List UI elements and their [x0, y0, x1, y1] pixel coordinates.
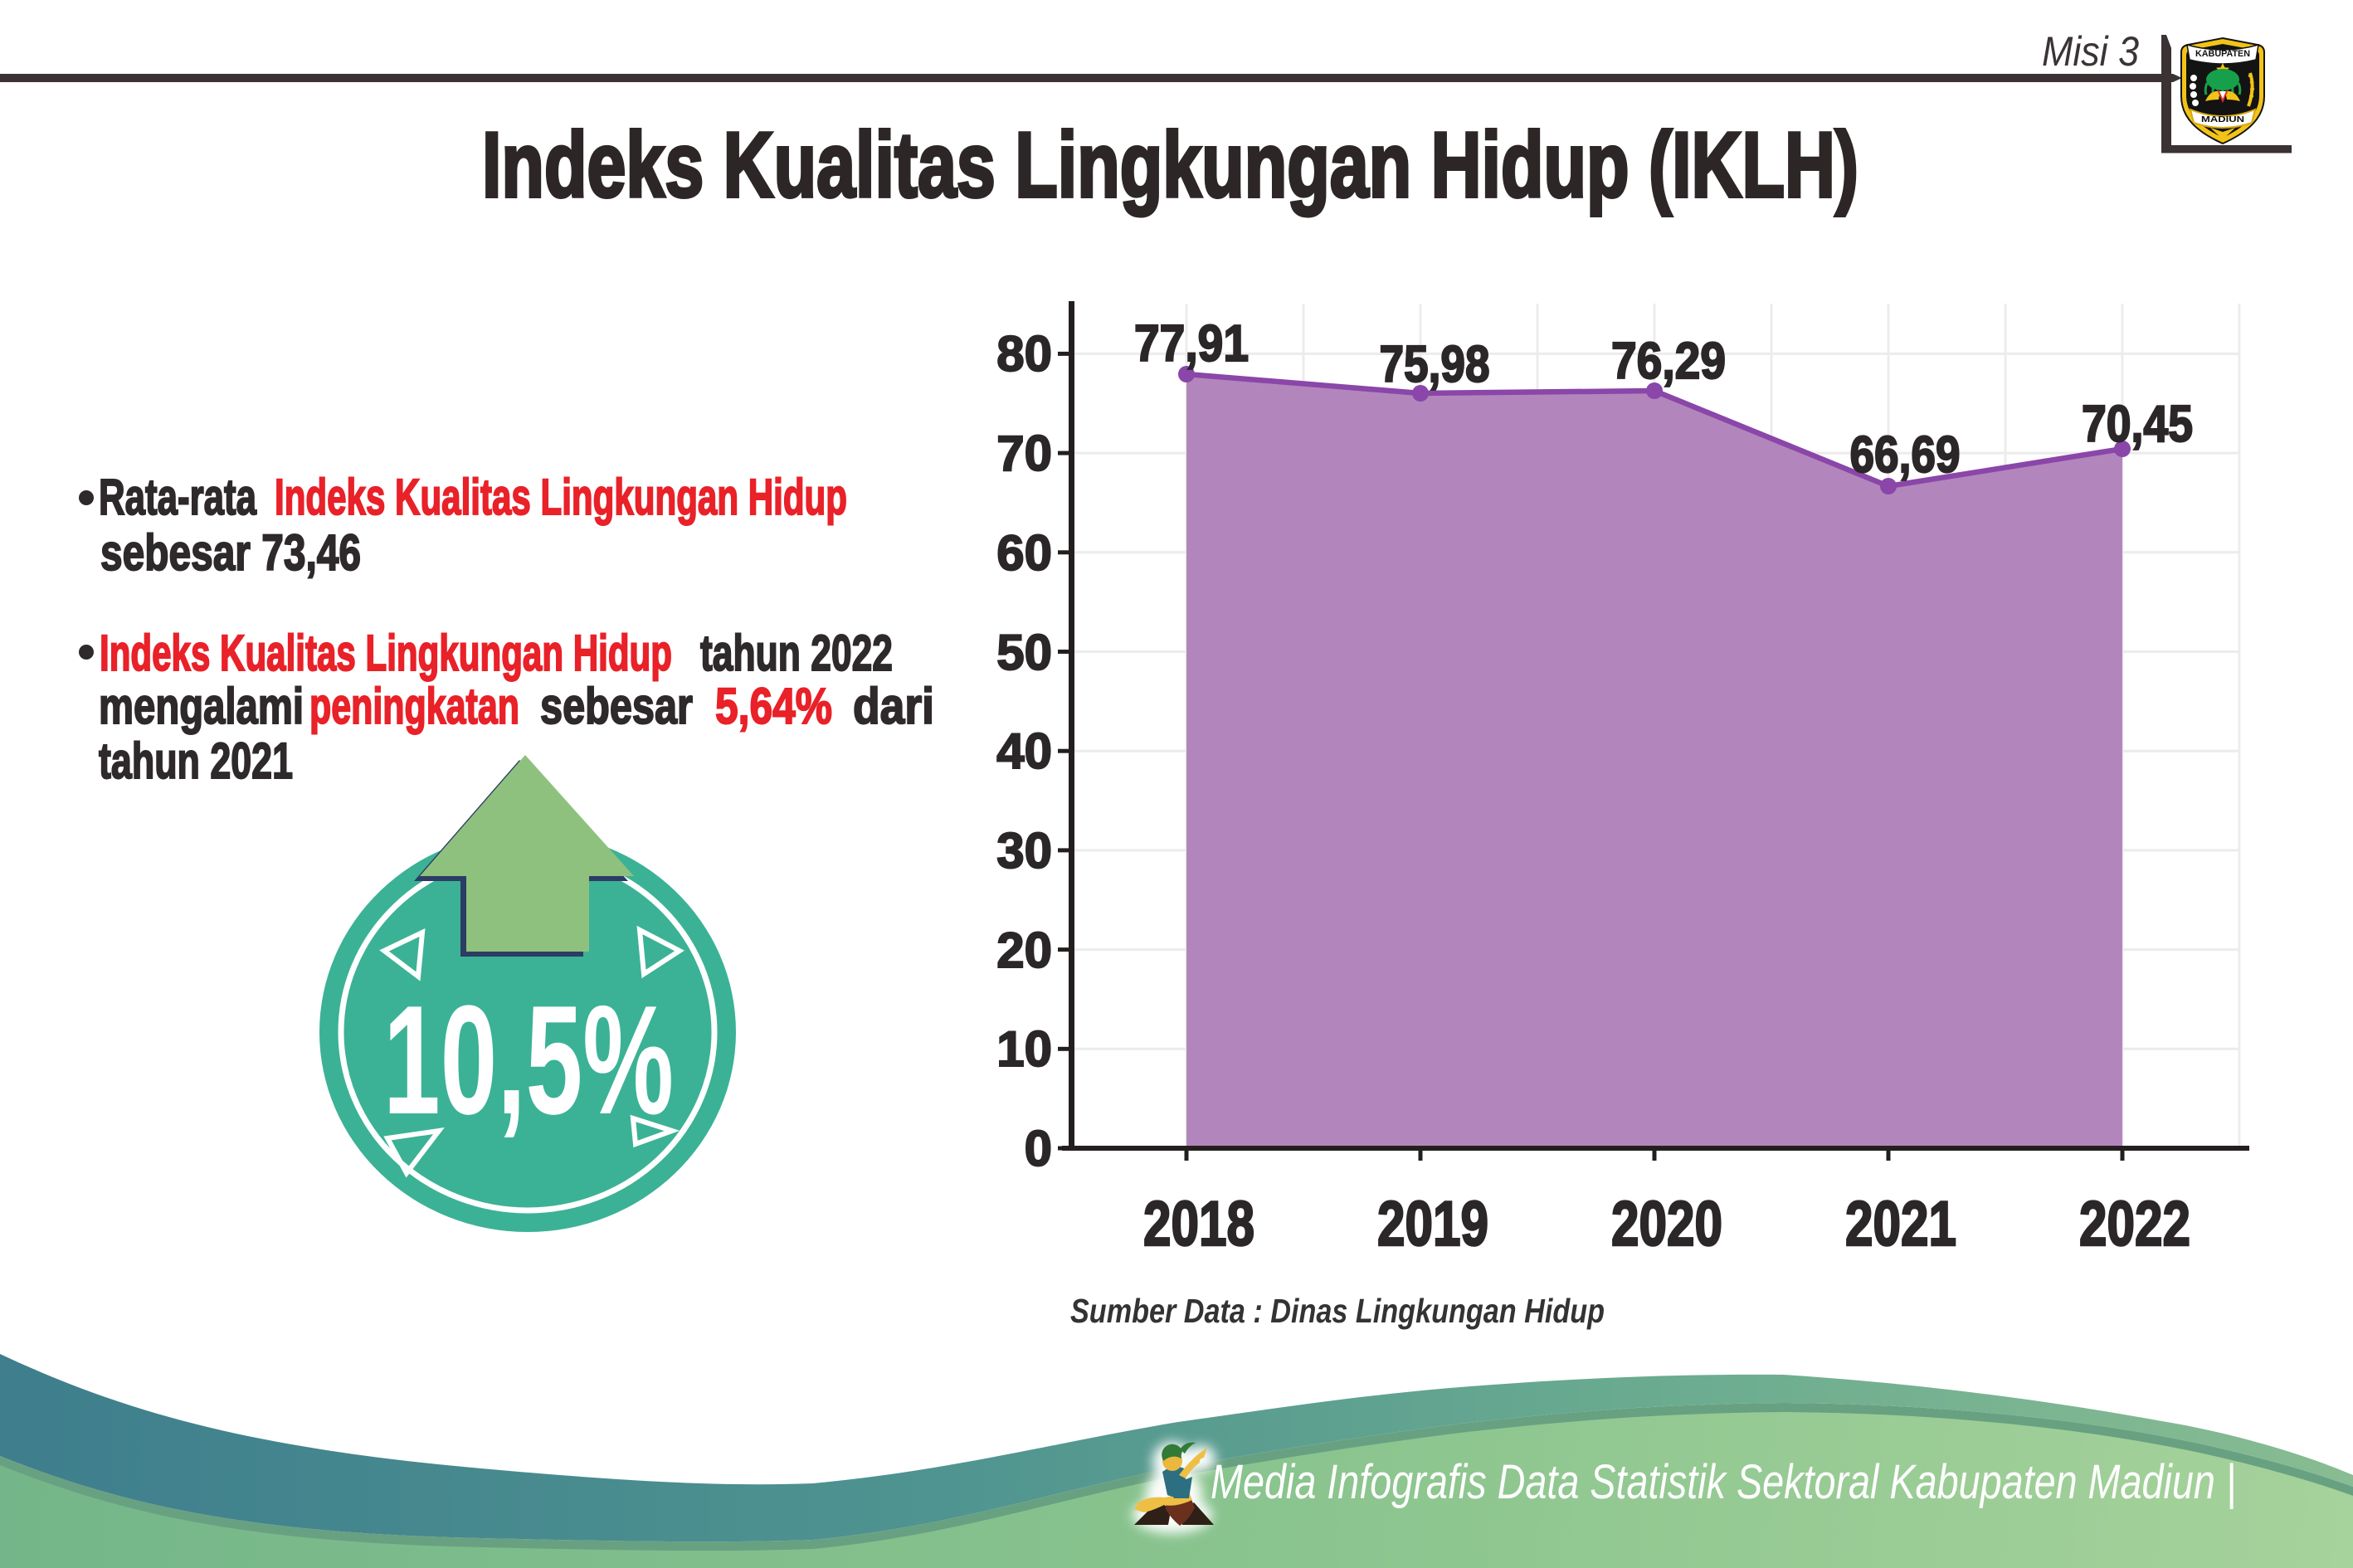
svg-text:Misi 3: Misi 3 — [2042, 28, 2139, 75]
svg-text:Indeks Kualitas Lingkungan Hid: Indeks Kualitas Lingkungan Hidup (IKLH) — [482, 114, 1859, 217]
svg-text:50: 50 — [996, 625, 1052, 680]
svg-text:MADIUN: MADIUN — [2201, 114, 2244, 124]
svg-text:Indeks Kualitas Lingkungan Hid: Indeks Kualitas Lingkungan Hidup — [100, 625, 672, 681]
svg-text:Indeks Kualitas Lingkungan Hid: Indeks Kualitas Lingkungan Hidup — [275, 469, 847, 525]
svg-text:20: 20 — [996, 923, 1052, 978]
svg-text:70,45: 70,45 — [2082, 396, 2193, 453]
svg-text:KABUPATEN: KABUPATEN — [2195, 49, 2250, 59]
svg-text:40: 40 — [996, 723, 1052, 779]
svg-text:2020: 2020 — [1611, 1189, 1722, 1259]
svg-text:tahun 2022: tahun 2022 — [700, 625, 893, 681]
svg-text:tahun 2021: tahun 2021 — [99, 733, 293, 789]
svg-text:Sumber Data : Dinas Lingkungan: Sumber Data : Dinas Lingkungan Hidup — [1070, 1292, 1605, 1330]
svg-text:dari: dari — [853, 678, 934, 734]
svg-text:60: 60 — [996, 525, 1052, 581]
svg-text:75,98: 75,98 — [1380, 336, 1490, 393]
svg-text:66,69: 66,69 — [1850, 426, 1961, 484]
svg-text:2022: 2022 — [2079, 1189, 2190, 1259]
svg-text:77,91: 77,91 — [1134, 315, 1249, 373]
svg-text:sebesar: sebesar — [540, 678, 693, 734]
svg-text:0: 0 — [1025, 1121, 1052, 1176]
svg-text:peningkatan: peningkatan — [309, 678, 519, 734]
svg-text:5,64%: 5,64% — [715, 678, 832, 734]
svg-text:Media Infografis Data Statisti: Media Infografis Data Statistik Sektoral… — [1211, 1455, 2236, 1509]
svg-text:10,5%: 10,5% — [383, 973, 674, 1147]
svg-text:2021: 2021 — [1845, 1189, 1956, 1259]
svg-text:mengalami: mengalami — [99, 678, 304, 734]
svg-text:80: 80 — [996, 326, 1052, 382]
svg-text:70: 70 — [996, 426, 1052, 481]
svg-text:30: 30 — [996, 823, 1052, 879]
svg-text:2018: 2018 — [1143, 1189, 1254, 1259]
svg-text:10: 10 — [996, 1021, 1052, 1077]
svg-text:Rata-rata: Rata-rata — [99, 469, 257, 525]
svg-text:sebesar 73,46: sebesar 73,46 — [100, 524, 361, 581]
svg-text:2019: 2019 — [1377, 1189, 1488, 1259]
svg-text:76,29: 76,29 — [1611, 333, 1726, 390]
